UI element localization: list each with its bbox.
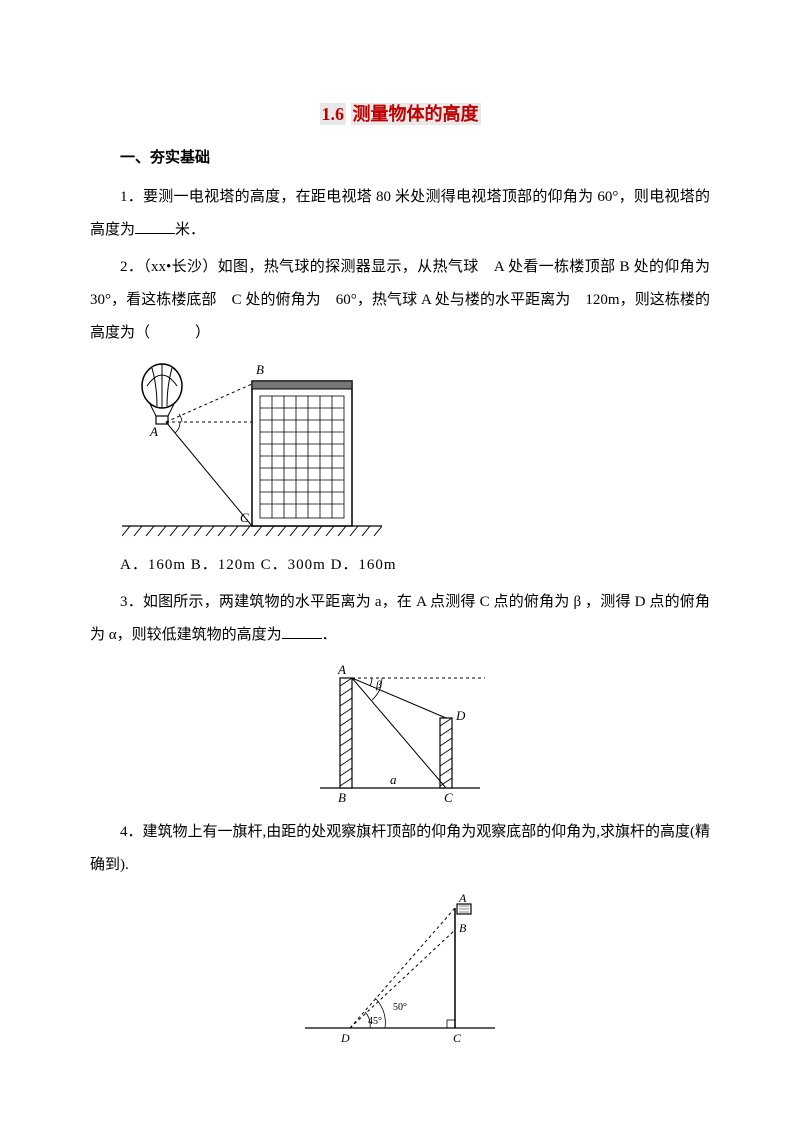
figure-3: 45° 50° A B C D [90,888,710,1048]
figure-1-svg: A B C [122,356,382,541]
title-num: 1.6 [320,103,347,125]
label-a: a [390,772,397,787]
label-A: A [149,424,158,439]
label-A3: A [458,891,467,905]
label-B3: B [459,921,467,935]
question-4: 4．建筑物上有一旗杆,由距的处观察旗杆顶部的仰角为观察底部的仰角为,求旗杆的高度… [90,816,710,882]
label-A2: A [337,662,346,677]
page-title: 1.6 测量物体的高度 [90,100,710,126]
label-B: B [256,362,264,377]
label-50: 50° [393,1002,407,1013]
figure-2-svg: β A B C D a [290,658,510,808]
label-C2: C [444,790,453,805]
label-C: C [240,510,249,525]
page: 1.6 测量物体的高度 一、夯实基础 1．要测一电视塔的高度，在距电视塔 80 … [0,0,800,1132]
label-B2: B [338,790,346,805]
label-D2: D [455,708,466,723]
question-2: 2．（xx•长沙）如图，热气球的探测器显示，从热气球 A 处看一栋楼顶部 B 处… [90,251,710,350]
label-C3: C [453,1031,462,1045]
label-45: 45° [368,1016,382,1027]
blank-3 [282,623,322,639]
question-1: 1．要测一电视塔的高度，在距电视塔 80 米处测得电视塔顶部的仰角为 60°，则… [90,181,710,247]
title-text: 测量物体的高度 [351,103,481,125]
question-2-options: A．160m B．120m C．300m D．160m [90,549,710,582]
section-heading: 一、夯实基础 [90,146,710,167]
label-beta: β [375,679,382,691]
question-3: 3．如图所示，两建筑物的水平距离为 a，在 A 点测得 C 点的俯角为 β ，测… [90,586,710,652]
balloon-icon [142,364,182,424]
label-D3: D [340,1031,350,1045]
figure-1: A B C [122,356,710,541]
figure-3-svg: 45° 50° A B C D [295,888,505,1048]
figure-2: β A B C D a [90,658,710,808]
blank-1 [135,218,175,234]
